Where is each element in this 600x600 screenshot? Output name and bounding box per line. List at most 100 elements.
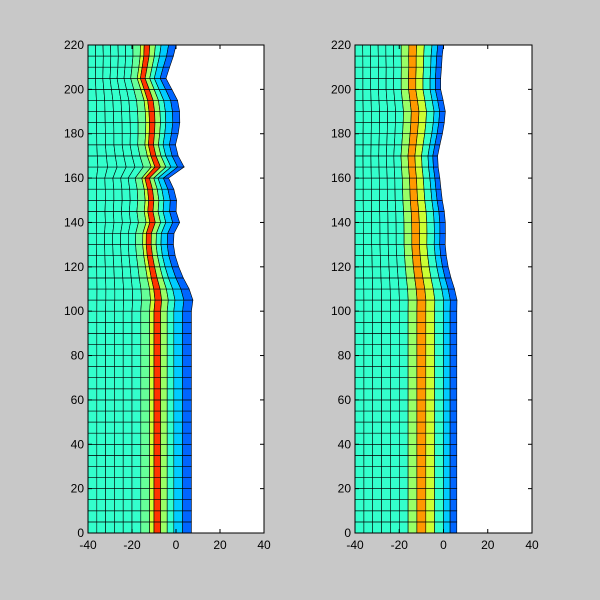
mesh-cell: [121, 122, 131, 134]
mesh-cell: [414, 155, 423, 168]
mesh-cell: [434, 421, 444, 434]
mesh-cell: [379, 111, 389, 123]
mesh-cell: [387, 200, 397, 212]
mesh-cell: [381, 510, 391, 523]
y-tick-label: 220: [64, 38, 84, 52]
mesh-cell: [370, 55, 379, 68]
mesh-cell: [160, 321, 168, 334]
y-tick-label: 40: [71, 437, 85, 451]
mesh-cell: [140, 443, 150, 456]
mesh-cell: [449, 466, 458, 478]
mesh-cell: [95, 55, 104, 68]
mesh-cell: [140, 455, 150, 467]
mesh-cell: [87, 477, 98, 489]
mesh-cell: [117, 55, 127, 68]
mesh-cell: [372, 288, 382, 301]
mesh-cell: [362, 188, 372, 201]
y-tick-label: 120: [331, 260, 351, 274]
mesh-cell: [166, 399, 175, 412]
mesh-cell: [386, 166, 396, 179]
mesh-cell: [416, 321, 427, 334]
mesh-cell: [449, 299, 458, 312]
mesh-cell: [173, 388, 183, 401]
mesh-cell: [166, 499, 175, 512]
mesh-cell: [449, 321, 458, 334]
mesh-cell: [160, 477, 168, 489]
mesh-cell: [407, 355, 418, 367]
mesh-cell: [127, 244, 137, 256]
mesh-cell: [140, 488, 150, 501]
mesh-cell: [416, 510, 427, 523]
mesh-cell: [402, 200, 412, 212]
mesh-cell: [122, 521, 133, 534]
mesh-cell: [443, 499, 451, 512]
mesh-cell: [87, 288, 98, 301]
mesh-cell: [114, 510, 124, 523]
mesh-cell: [385, 78, 395, 90]
mesh-cell: [398, 455, 409, 467]
mesh-cell: [149, 488, 155, 501]
mesh-cell: [422, 78, 431, 90]
mesh-cell: [429, 66, 437, 79]
mesh-cell: [434, 477, 444, 489]
mesh-cell: [380, 266, 390, 279]
mesh-cell: [372, 310, 382, 323]
mesh-cell: [385, 155, 395, 168]
mesh-cell: [390, 377, 400, 390]
mesh-cell: [385, 44, 394, 57]
mesh-cell: [390, 355, 400, 367]
mesh-cell: [354, 432, 365, 445]
mesh-cell: [363, 321, 374, 334]
mesh-cell: [173, 377, 183, 390]
mesh-cell: [423, 55, 432, 68]
mesh-cell: [434, 177, 442, 190]
mesh-cell: [354, 155, 364, 168]
mesh-cell: [443, 366, 451, 379]
mesh-cell: [377, 55, 387, 68]
y-tick-label: 80: [71, 349, 85, 363]
mesh-cell: [129, 188, 139, 201]
mesh-cell: [153, 310, 161, 323]
mesh-cell: [105, 133, 115, 146]
mesh-cell: [394, 133, 403, 146]
mesh-cell: [131, 377, 142, 390]
mesh-cell: [425, 443, 435, 456]
mesh-cell: [372, 455, 382, 467]
mesh-cell: [96, 510, 106, 523]
mesh-cell: [396, 255, 406, 268]
mesh-cell: [96, 133, 106, 146]
mesh-cell: [395, 211, 405, 223]
mesh-cell: [354, 277, 365, 290]
y-tick-label: 60: [71, 393, 85, 407]
mesh-cell: [149, 321, 155, 334]
mesh-cell: [416, 388, 427, 401]
mesh-cell: [160, 233, 169, 245]
mesh-cell: [182, 488, 192, 501]
mesh-cell: [416, 521, 427, 534]
mesh-cell: [372, 510, 382, 523]
mesh-cell: [140, 499, 150, 512]
mesh-cell: [372, 344, 382, 356]
mesh-cell: [122, 432, 133, 445]
mesh-cell: [372, 421, 382, 434]
mesh-cell: [381, 288, 391, 301]
mesh-cell: [354, 344, 365, 356]
mesh-cell: [434, 466, 444, 478]
mesh-cell: [131, 421, 142, 434]
mesh-cell: [140, 299, 151, 312]
mesh-cell: [398, 299, 409, 312]
mesh-cell: [390, 410, 400, 423]
mesh-cell: [371, 200, 381, 212]
mesh-cell: [114, 521, 124, 534]
mesh-cell: [390, 432, 400, 445]
mesh-cell: [372, 521, 382, 534]
mesh-cell: [143, 44, 151, 57]
mesh-cell: [395, 233, 405, 245]
mesh-cell: [371, 244, 381, 256]
mesh-cell: [378, 100, 389, 112]
mesh-cell: [149, 310, 155, 323]
mesh-cell: [449, 488, 458, 501]
mesh-cell: [380, 277, 391, 290]
mesh-cell: [160, 366, 168, 379]
mesh-cell: [449, 521, 458, 534]
